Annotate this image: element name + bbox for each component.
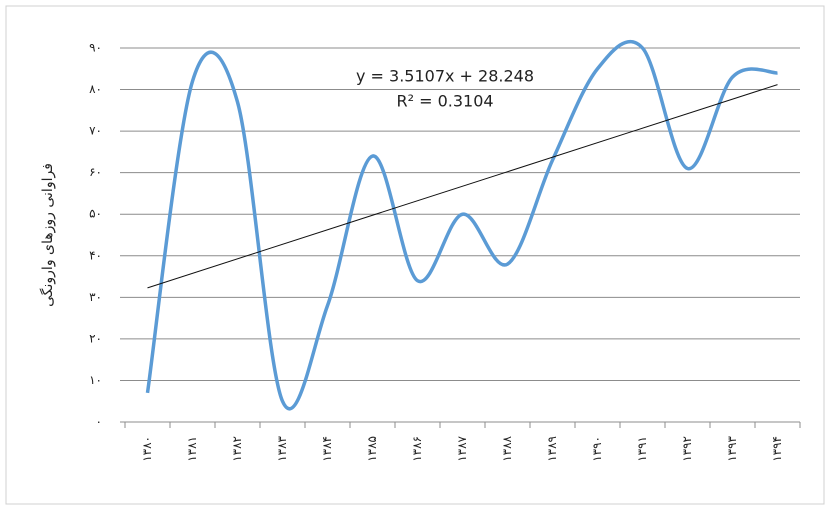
x-tick-label: ۱۳۸۵ [365,436,379,462]
y-tick-label: ۳۰ [89,290,102,304]
y-tick-label: ۹۰ [89,41,102,55]
y-tick-label: ۴۰ [89,248,102,262]
y-tick-label: ۰ [96,415,102,429]
chart-frame [5,5,825,505]
x-tick-label: ۱۳۸۳ [275,435,289,461]
y-tick-label: ۷۰ [89,124,102,138]
x-tick-label: ۱۳۸۶ [410,436,424,462]
x-tick-label: ۱۳۹۳ [725,435,739,461]
trend-line [147,84,778,289]
y-tick-label: ۲۰ [89,331,102,345]
x-tick-label: ۱۳۸۷ [455,435,469,461]
x-tick-label: ۱۳۸۰ [140,436,154,462]
x-tick-label: ۱۳۹۲ [680,436,694,462]
y-axis-label: فراوانی روزهای وارونگی [39,163,56,307]
trend-r2: R² = 0.3104 [396,92,493,111]
x-tick-label: ۱۳۸۱ [185,436,199,462]
trend-equation: y = 3.5107x + 28.248 [356,67,534,86]
x-tick-label: ۱۳۹۰ [590,436,604,462]
y-tick-label: ۱۰ [89,373,102,387]
x-tick-label: ۱۳۸۴ [320,436,334,462]
x-tick-label: ۱۳۸۹ [545,436,559,462]
x-tick-label: ۱۳۸۸ [500,435,514,461]
y-tick-label: ۶۰ [89,165,102,179]
y-tick-label: ۸۰ [89,82,102,96]
x-tick-label: ۱۳۸۲ [230,436,244,462]
x-tick-label: ۱۳۹۴ [770,436,784,462]
data-line [145,40,778,411]
y-tick-label: ۵۰ [89,207,102,221]
x-tick-label: ۱۳۹۱ [635,436,649,462]
